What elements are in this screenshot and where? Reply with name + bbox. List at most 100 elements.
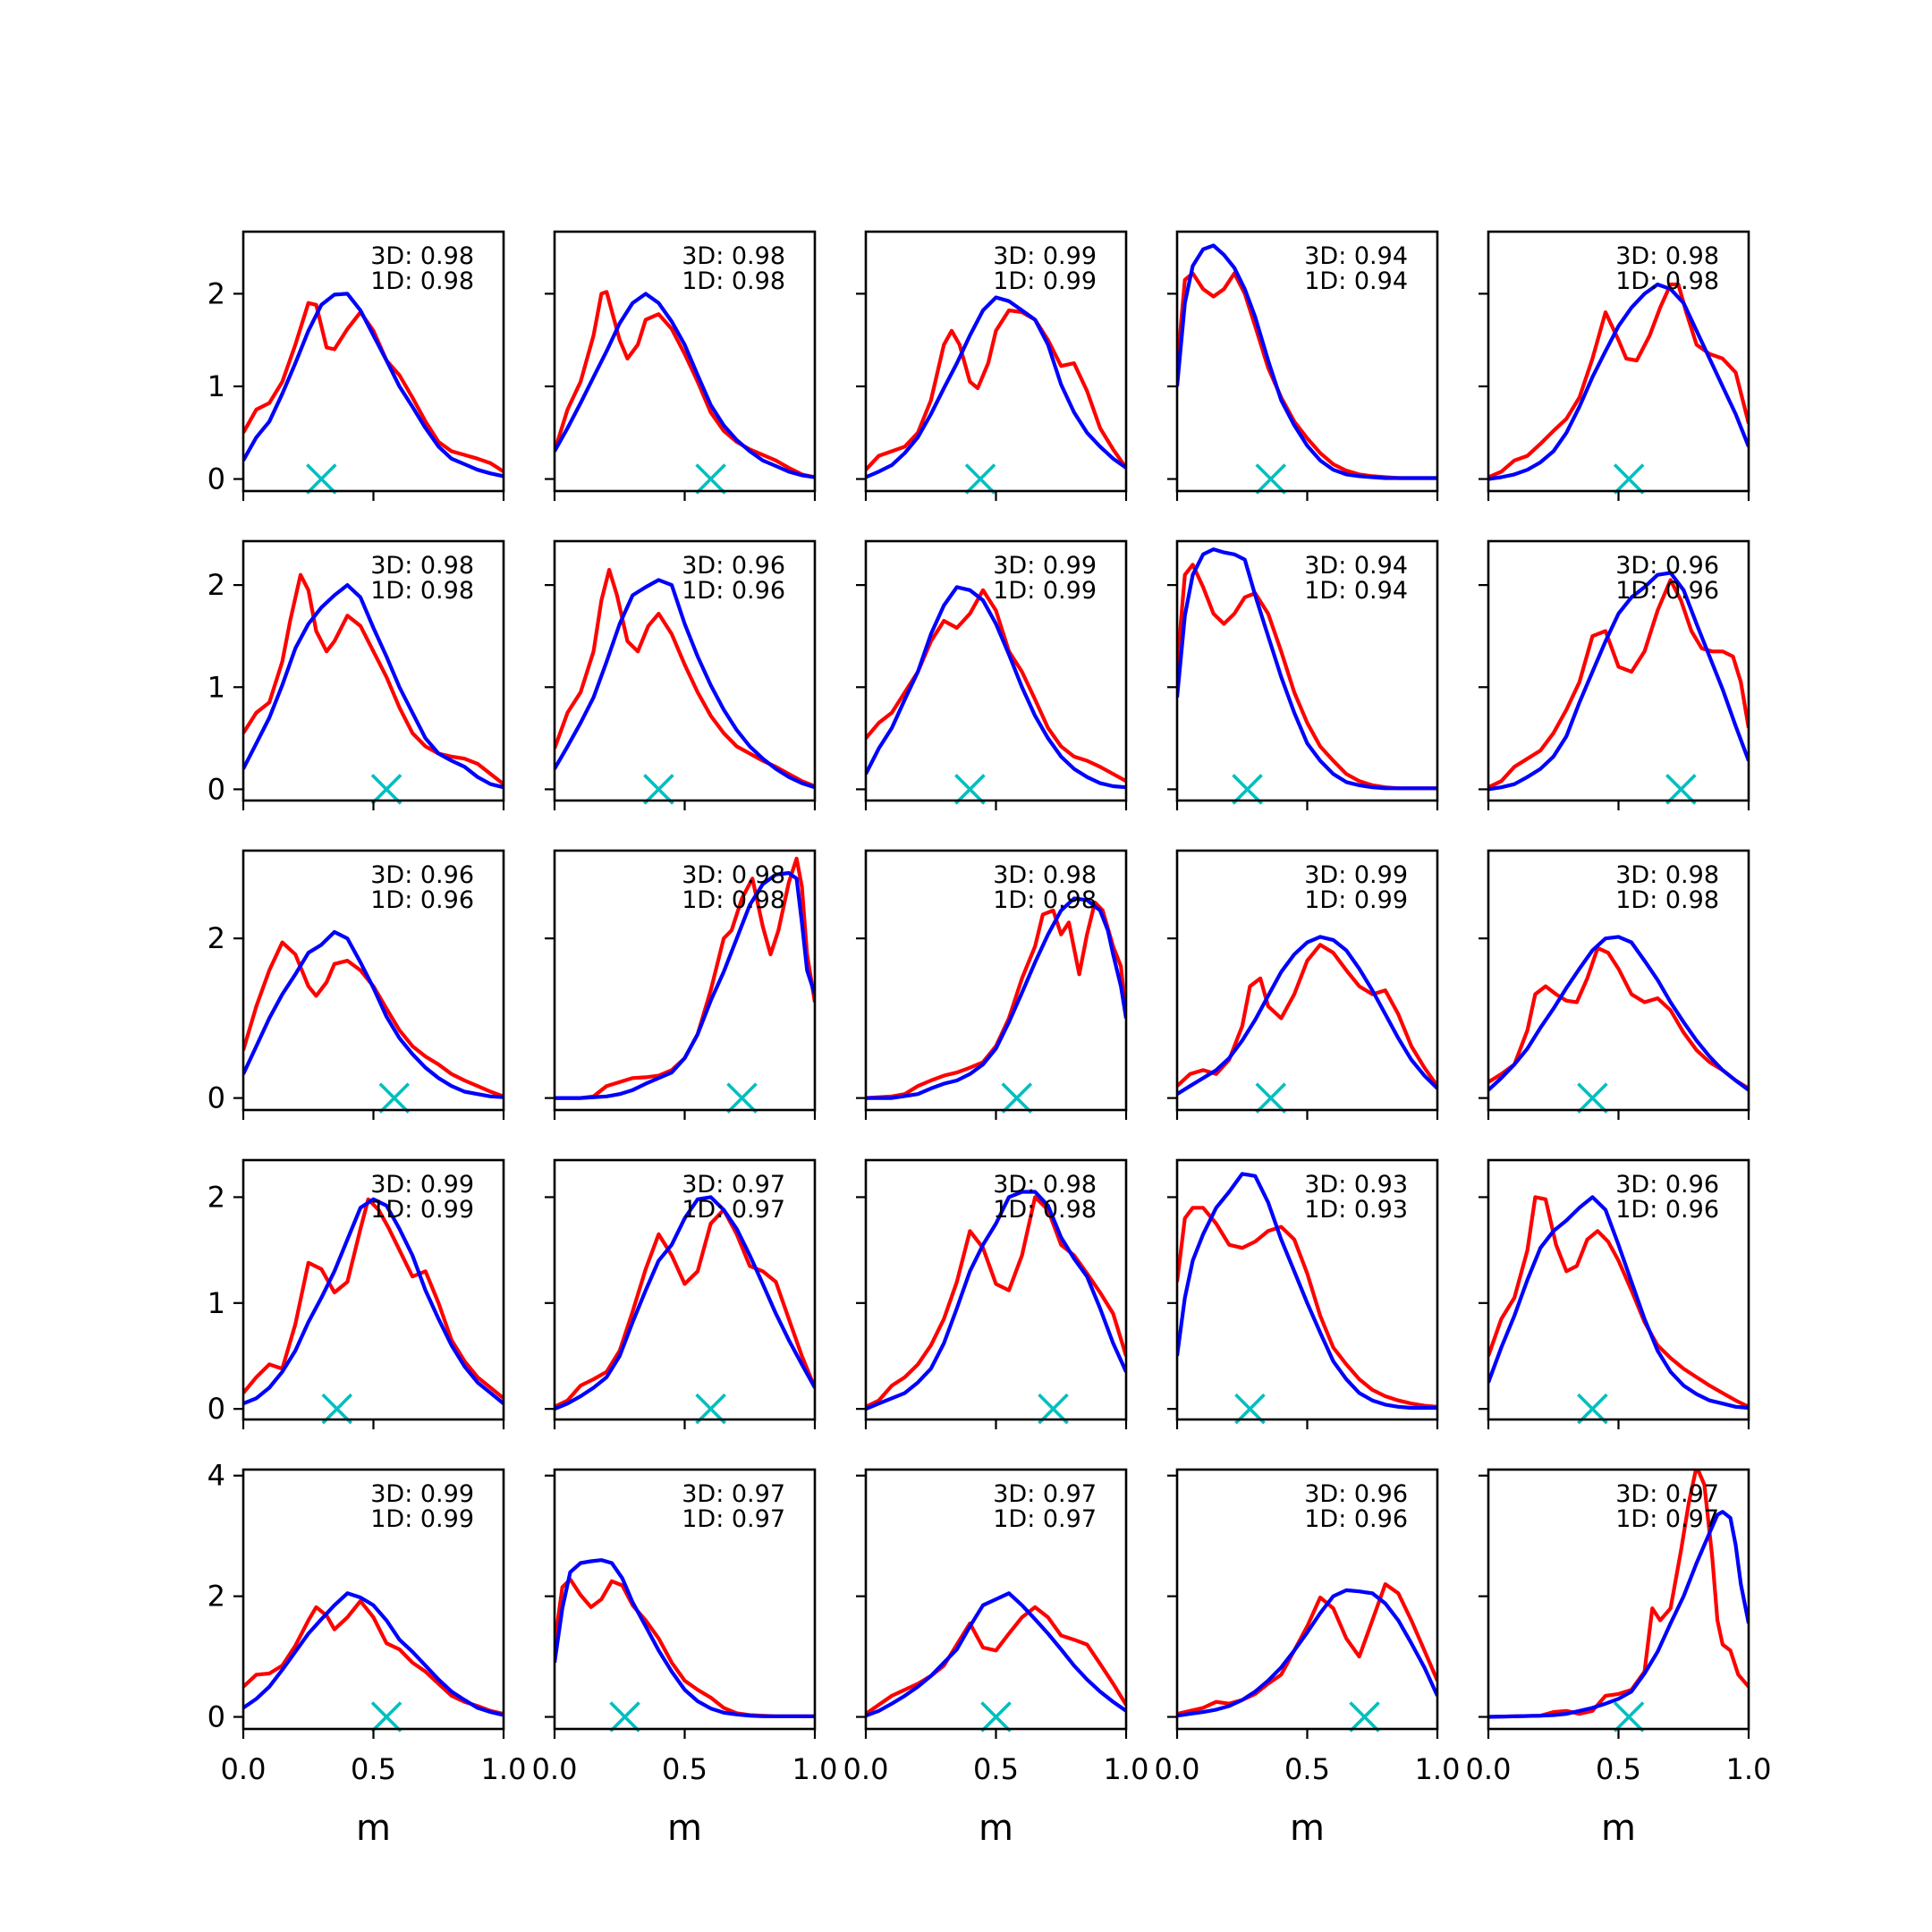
- series-1d-line: [1488, 1510, 1749, 1719]
- series-1d-line: [1177, 1172, 1437, 1411]
- x-axis-label: m: [1290, 1808, 1325, 1849]
- series-1d-line: [866, 295, 1126, 479]
- score-annotation: 1D: 0.98: [993, 1196, 1097, 1224]
- x-axis-label: m: [1601, 1808, 1636, 1849]
- score-annotation: 1D: 0.97: [682, 1196, 785, 1224]
- series-1d-line: [866, 896, 1126, 1100]
- y-tick-label: 2: [208, 276, 225, 310]
- score-annotation: 1D: 0.99: [1304, 886, 1408, 914]
- x-tick-label: 0.0: [532, 1752, 578, 1786]
- x-marker: [370, 774, 402, 805]
- x-tick-label: 0.5: [1284, 1752, 1330, 1786]
- score-annotation: 1D: 0.96: [1615, 1196, 1719, 1224]
- x-tick-label: 0.0: [843, 1752, 889, 1786]
- y-tick-label: 2: [208, 568, 225, 602]
- y-tick-label: 2: [208, 921, 225, 955]
- y-tick-label: 1: [208, 670, 225, 704]
- x-marker: [609, 1701, 640, 1733]
- series-1d-line: [243, 929, 504, 1099]
- x-tick-label: 0.5: [973, 1752, 1019, 1786]
- series-3d-line: [1488, 578, 1749, 790]
- score-annotation: 3D: 0.99: [993, 242, 1097, 270]
- series-1d-line: [1177, 1588, 1437, 1718]
- x-tick-label: 0.0: [1466, 1752, 1512, 1786]
- score-annotation: 3D: 0.96: [1304, 1480, 1408, 1508]
- x-tick-label: 1.0: [792, 1752, 838, 1786]
- x-tick-label: 0.5: [1596, 1752, 1641, 1786]
- score-annotation: 1D: 0.98: [682, 267, 785, 295]
- x-marker: [980, 1701, 1012, 1733]
- x-marker: [695, 463, 726, 495]
- x-marker: [726, 1082, 758, 1114]
- x-tick-label: 1.0: [1415, 1752, 1461, 1786]
- series-3d-line: [1177, 1582, 1437, 1716]
- series-3d-line: [1488, 945, 1749, 1090]
- score-annotation: 1D: 0.94: [1304, 577, 1408, 605]
- series-1d-line: [1488, 571, 1749, 792]
- series-1d-line: [866, 1591, 1126, 1718]
- score-annotation: 1D: 0.98: [682, 886, 785, 914]
- x-marker: [954, 774, 986, 805]
- y-tick-label: 0: [208, 772, 225, 806]
- score-annotation: 1D: 0.97: [682, 1505, 785, 1533]
- score-annotation: 3D: 0.97: [993, 1480, 1097, 1508]
- score-annotation: 1D: 0.98: [1615, 886, 1719, 914]
- series-1d-line: [1488, 282, 1749, 481]
- score-annotation: 1D: 0.93: [1304, 1196, 1408, 1224]
- score-annotation: 3D: 0.96: [370, 861, 474, 889]
- score-annotation: 1D: 0.99: [993, 577, 1097, 605]
- x-marker: [1349, 1701, 1380, 1733]
- series-3d-line: [866, 900, 1126, 1100]
- series-3d-line: [1177, 943, 1437, 1088]
- x-marker: [306, 463, 337, 495]
- series-3d-line: [1488, 282, 1749, 479]
- score-annotation: 3D: 0.98: [682, 861, 785, 889]
- series-1d-line: [555, 1195, 815, 1411]
- score-annotation: 3D: 0.99: [993, 552, 1097, 580]
- series-1d-line: [243, 292, 504, 479]
- x-axis-label: m: [667, 1808, 702, 1849]
- score-annotation: 3D: 0.96: [1615, 1171, 1719, 1199]
- score-annotation: 1D: 0.96: [682, 577, 785, 605]
- series-3d-line: [555, 1208, 815, 1409]
- series-1d-line: [866, 1190, 1126, 1411]
- x-marker: [643, 774, 674, 805]
- series-3d-line: [866, 308, 1126, 471]
- x-marker: [370, 1701, 402, 1733]
- x-tick-label: 1.0: [1726, 1752, 1772, 1786]
- series-1d-line: [1488, 1195, 1749, 1411]
- score-annotation: 1D: 0.97: [993, 1505, 1097, 1533]
- series-1d-line: [1488, 935, 1749, 1092]
- series-1d-line: [555, 1558, 815, 1718]
- series-1d-line: [1177, 243, 1437, 480]
- x-axis-label: m: [979, 1808, 1013, 1849]
- series-1d-line: [243, 1591, 504, 1717]
- score-annotation: 3D: 0.98: [370, 242, 474, 270]
- score-annotation: 1D: 0.96: [1304, 1505, 1408, 1533]
- score-annotation: 1D: 0.98: [1615, 267, 1719, 295]
- score-annotation: 3D: 0.98: [682, 242, 785, 270]
- x-marker: [1255, 463, 1287, 495]
- x-marker: [378, 1082, 411, 1114]
- y-tick-label: 1: [208, 1286, 225, 1320]
- score-annotation: 3D: 0.98: [1615, 861, 1719, 889]
- score-annotation: 3D: 0.94: [1304, 552, 1408, 580]
- score-annotation: 3D: 0.99: [1304, 861, 1408, 889]
- score-annotation: 3D: 0.97: [682, 1171, 785, 1199]
- score-annotation: 3D: 0.96: [1615, 552, 1719, 580]
